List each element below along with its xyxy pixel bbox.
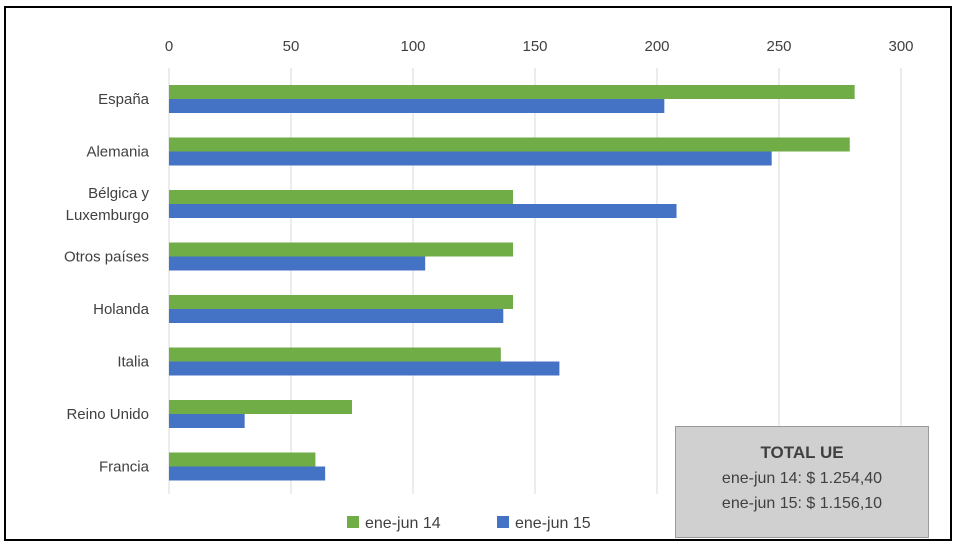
total-ue-line-2015: ene-jun 15: $ 1.156,10 (721, 495, 883, 512)
x-tick-label-0: 0 (165, 38, 173, 55)
legend-swatch-ene-jun-14 (347, 516, 359, 528)
x-axis-tick-labels: 0 50 100 150 200 250 300 (165, 38, 914, 55)
x-tick-label-300: 300 (888, 38, 913, 55)
category-labels: España Alemania Bélgica y Luxemburgo Otros p… (64, 91, 150, 476)
bar-ene-jun-15 (169, 466, 326, 481)
legend-label-ene-jun-14: ene-jun 14 (365, 515, 441, 532)
total-ue-line-2014: ene-jun 14: $ 1.254,40 (721, 470, 883, 487)
bars (169, 85, 855, 481)
x-tick-label-50: 50 (283, 38, 300, 55)
bar-ene-jun-14 (169, 190, 514, 204)
bar-ene-jun-15 (169, 99, 665, 113)
legend: ene-jun 14 ene-jun 15 (347, 515, 591, 532)
bar-ene-jun-14 (169, 137, 850, 152)
x-tick-label-250: 250 (766, 38, 791, 55)
category-label: España (98, 91, 150, 108)
bar-ene-jun-15 (169, 256, 426, 271)
bar-ene-jun-14 (169, 400, 352, 414)
category-label: Luxemburgo (66, 207, 149, 224)
category-label: Bélgica y (88, 185, 149, 202)
x-tick-label-200: 200 (644, 38, 669, 55)
total-ue-title: TOTAL UE (760, 443, 844, 462)
bar-ene-jun-14 (169, 85, 855, 99)
bar-ene-jun-14 (169, 452, 316, 467)
x-tick-label-100: 100 (400, 38, 425, 55)
bar-ene-jun-15 (169, 309, 504, 323)
bar-ene-jun-14 (169, 242, 514, 257)
total-ue-box: TOTAL UE ene-jun 14: $ 1.254,40 ene-jun … (675, 426, 929, 538)
category-label: Otros países (64, 249, 149, 266)
bar-ene-jun-15 (169, 414, 245, 428)
category-label: Italia (117, 354, 149, 371)
x-tick-label-150: 150 (522, 38, 547, 55)
legend-swatch-ene-jun-15 (497, 516, 509, 528)
category-label: Francia (99, 459, 150, 476)
bar-ene-jun-15 (169, 151, 772, 166)
category-label: Reino Unido (66, 406, 149, 423)
category-label: Holanda (93, 301, 150, 318)
bar-ene-jun-15 (169, 204, 677, 218)
bar-ene-jun-15 (169, 361, 560, 376)
category-label: Alemania (86, 144, 149, 161)
bar-ene-jun-14 (169, 295, 514, 309)
bar-ene-jun-14 (169, 347, 501, 362)
legend-label-ene-jun-15: ene-jun 15 (515, 515, 591, 532)
chart-border (4, 6, 952, 541)
